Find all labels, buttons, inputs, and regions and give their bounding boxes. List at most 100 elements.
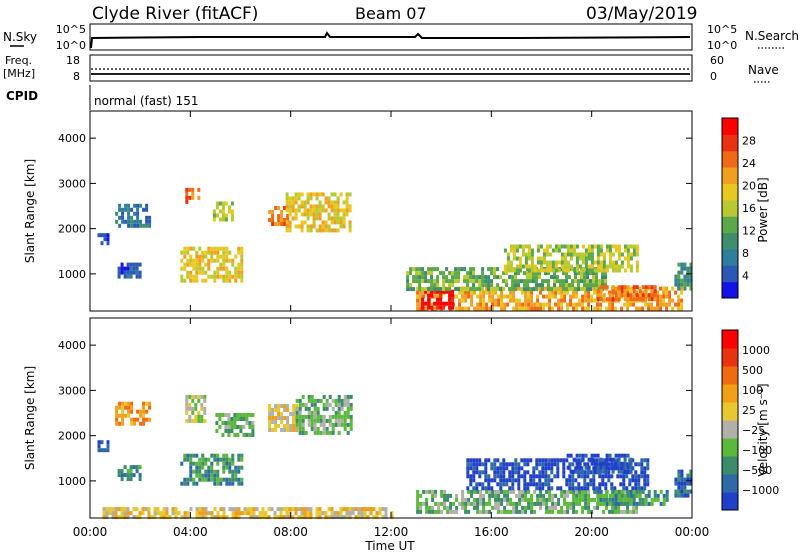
heatmap-cell xyxy=(611,493,615,498)
heatmap-cell xyxy=(197,187,201,192)
heatmap-cell xyxy=(554,290,558,295)
heatmap-cell xyxy=(602,256,606,261)
heatmap-cell xyxy=(225,270,229,275)
heatmap-cell xyxy=(595,275,598,280)
heatmap-cell xyxy=(650,497,654,502)
heatmap-cell xyxy=(541,458,545,463)
heatmap-cell xyxy=(165,515,169,520)
heatmap-cell xyxy=(215,205,219,210)
heatmap-cell xyxy=(479,294,483,299)
heatmap-cell xyxy=(313,426,317,431)
heatmap-cell xyxy=(614,489,618,494)
heatmap-cell xyxy=(192,461,196,466)
heatmap-cell xyxy=(547,283,550,288)
heatmap-cell xyxy=(138,473,142,478)
heatmap-cell xyxy=(183,481,187,486)
heatmap-cell xyxy=(201,473,205,478)
heatmap-cell xyxy=(162,511,166,516)
heatmap-cell xyxy=(297,192,301,197)
heatmap-cell xyxy=(153,507,157,512)
heatmap-cell xyxy=(431,497,435,502)
heatmap-cell xyxy=(520,474,524,479)
heatmap-cell xyxy=(497,489,501,494)
heatmap-cell xyxy=(274,408,278,412)
heatmap-cell xyxy=(581,457,585,462)
heatmap-cell xyxy=(148,223,152,228)
heatmap-cell xyxy=(213,473,217,478)
heatmap-cell xyxy=(213,270,217,275)
heatmap-cell xyxy=(174,515,178,520)
heatmap-cell xyxy=(527,290,531,295)
heatmap-cell xyxy=(442,279,446,284)
heatmap-cell xyxy=(222,254,226,259)
heatmap-cell xyxy=(584,453,588,458)
heatmap-cell xyxy=(316,410,320,415)
heatmap-cell xyxy=(686,266,690,271)
heatmap-cell xyxy=(249,511,253,516)
heatmap-cell xyxy=(343,398,347,403)
heatmap-cell xyxy=(593,469,597,474)
heatmap-cell xyxy=(195,254,199,259)
heatmap-cell xyxy=(271,218,275,222)
heatmap-cell xyxy=(231,469,235,474)
heatmap-cell xyxy=(587,505,591,510)
heatmap-cell xyxy=(106,440,110,445)
heatmap-cell xyxy=(306,196,310,201)
velocity-ylabel: Slant Range [km] xyxy=(23,366,37,470)
heatmap-cell xyxy=(430,279,434,284)
heatmap-cell xyxy=(357,511,361,516)
heatmap-cell xyxy=(412,275,416,280)
heatmap-cell xyxy=(512,509,516,514)
colorbar-swatch xyxy=(722,150,738,168)
heatmap-cell xyxy=(416,302,420,307)
heatmap-cell xyxy=(593,244,597,249)
heatmap-cell xyxy=(548,302,552,307)
heatmap-cell xyxy=(512,252,516,257)
heatmap-cell xyxy=(165,507,169,512)
heatmap-cell xyxy=(133,417,137,422)
heatmap-cell xyxy=(286,218,290,222)
heatmap-cell xyxy=(306,200,310,205)
heatmap-cell xyxy=(118,413,122,418)
heatmap-cell xyxy=(318,515,322,520)
heatmap-cell xyxy=(521,264,525,269)
heatmap-cell xyxy=(315,204,319,209)
heatmap-cell xyxy=(476,306,480,311)
heatmap-cell xyxy=(418,283,422,288)
heatmap-cell xyxy=(623,509,627,514)
heatmap-cell xyxy=(457,279,461,284)
heatmap-cell xyxy=(301,402,305,407)
heatmap-cell xyxy=(333,200,337,205)
heatmap-cell xyxy=(228,481,232,486)
heatmap-cell xyxy=(225,274,229,279)
heatmap-cell xyxy=(611,497,615,502)
heatmap-cell xyxy=(309,192,313,197)
colorbar-swatch xyxy=(722,216,738,234)
heatmap-cell xyxy=(224,429,228,433)
heatmap-cell xyxy=(448,279,452,284)
heatmap-cell xyxy=(216,473,220,478)
heatmap-cell xyxy=(512,298,516,303)
heatmap-cell xyxy=(225,515,229,520)
heatmap-cell xyxy=(201,254,205,259)
heatmap-cell xyxy=(322,430,326,435)
heatmap-cell xyxy=(315,196,319,201)
heatmap-cell xyxy=(482,298,486,303)
heatmap-cell xyxy=(479,497,483,502)
heatmap-cell xyxy=(313,414,317,419)
heatmap-cell xyxy=(620,264,624,269)
heatmap-cell xyxy=(542,501,546,506)
heatmap-cell xyxy=(201,266,205,271)
heatmap-cell xyxy=(629,465,633,470)
heatmap-cell xyxy=(554,302,558,307)
heatmap-cell xyxy=(629,268,633,273)
heatmap-cell xyxy=(580,271,583,276)
heatmap-cell xyxy=(215,421,219,425)
heatmap-cell xyxy=(419,509,423,514)
heatmap-cell xyxy=(583,474,587,479)
heatmap-cell xyxy=(503,268,507,273)
heatmap-cell xyxy=(132,465,136,470)
heatmap-cell xyxy=(514,462,518,467)
heatmap-cell xyxy=(662,294,666,299)
heatmap-cell xyxy=(496,470,500,475)
